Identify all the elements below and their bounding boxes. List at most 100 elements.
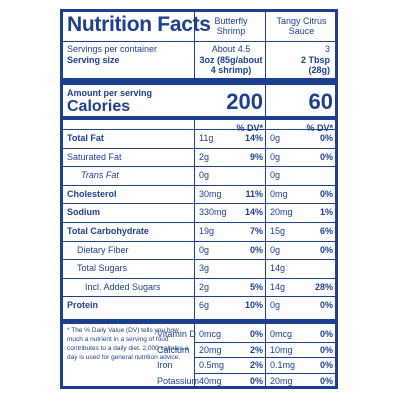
column-1-dv-header: % DV* [236, 123, 263, 133]
thick-divider [63, 78, 335, 85]
column-1-dv: 7% [249, 226, 263, 236]
calories-divider [197, 116, 335, 120]
nutrient-name: Trans Fat [81, 170, 119, 181]
row-divider [63, 277, 335, 279]
row-divider [63, 222, 335, 223]
column-2-amount: 20mg [270, 375, 293, 386]
column-1-amount: 0.5mg [199, 360, 225, 370]
column-1-servings: About 4.5 [211, 44, 251, 54]
column-2-name-line1: Tangy Citrus [276, 16, 327, 26]
column-1-amount: 11g [199, 133, 214, 143]
thick-divider-bottom [63, 319, 335, 324]
column-2-dv: 0% [319, 151, 333, 162]
column-1-dv: 14% [244, 207, 263, 218]
nutrient-name: Total Sugars [77, 263, 128, 274]
column-separator [194, 12, 195, 78]
column-separator [265, 120, 266, 319]
column-separator [265, 324, 266, 386]
column-2-amount: 20mg [270, 207, 293, 218]
column-separator [265, 12, 266, 78]
column-2-servings: 3 [324, 44, 330, 54]
column-1-amount: 0mcg [199, 329, 222, 339]
column-2-dv: 6% [319, 226, 333, 236]
column-2-dv: 0% [319, 188, 333, 199]
label-title: Nutrition Facts [67, 13, 211, 36]
column-2-amount: 14g [270, 281, 286, 292]
column-2-amount: 0mcg [270, 329, 293, 339]
column-1-amount: 2g [199, 151, 210, 162]
nutrient-name: Sodium [67, 207, 100, 218]
column-separator [265, 85, 266, 116]
column-separator [194, 324, 195, 386]
column-1-dv: 2% [249, 344, 263, 355]
thick-divider-left [63, 116, 197, 120]
column-2-calories: 60 [308, 89, 333, 114]
nutrient-name: Saturated Fat [67, 151, 122, 162]
row-divider [63, 259, 335, 261]
column-2-serving-size-line2: (28g) [308, 65, 330, 75]
column-1-dv: 10% [244, 300, 263, 311]
column-2-dv-header: % DV* [306, 123, 333, 133]
column-2-amount: 0g [270, 300, 281, 311]
row-divider [63, 147, 335, 149]
row-divider [194, 341, 335, 343]
column-1-amount: 40mg [199, 375, 222, 386]
row-divider [63, 203, 335, 205]
row-divider [63, 184, 335, 186]
column-2-dv: 0% [319, 244, 333, 255]
column-2-amount: 0mg [270, 188, 288, 199]
column-2-dv: 0% [319, 375, 333, 386]
column-2-amount: 15g [270, 226, 286, 236]
column-2-amount: 14g [270, 263, 286, 274]
column-1-amount: 330mg [199, 207, 227, 218]
column-2-amount: 10mg [270, 344, 293, 355]
vitamin-name: Iron [157, 360, 173, 370]
column-2-serving-size-line1: 2 Tbsp [300, 55, 330, 65]
column-1-name-line1: Butterfly [214, 16, 248, 26]
column-1-dv: 2% [249, 360, 263, 370]
column-2-amount: 0g [270, 151, 281, 162]
column-1-name-line2: Shrimp [216, 26, 246, 36]
serving-size-label: Serving size [67, 55, 120, 65]
nutrient-name: Protein [67, 300, 99, 311]
servings-label: Servings per container [67, 44, 158, 54]
column-1-dv: 0% [249, 329, 263, 339]
column-1-dv: 0% [249, 244, 263, 255]
column-1-amount: 2g [199, 281, 210, 292]
row-divider [194, 372, 335, 374]
column-1-serving-size-line2: 4 shrimp) [210, 65, 252, 75]
calories-label: Calories [67, 98, 131, 115]
nutrient-name: Total Fat [67, 133, 104, 143]
column-1-amount: 19g [199, 226, 215, 236]
row-divider [63, 166, 335, 168]
column-2-dv: 0% [319, 300, 333, 311]
column-1-amount: 3g [199, 263, 210, 274]
row-divider [63, 129, 335, 130]
column-2-dv: 1% [319, 207, 333, 218]
nutrient-name: Total Carbohydrate [67, 226, 149, 236]
column-1-amount: 6g [199, 300, 210, 311]
column-1-dv: 11% [245, 188, 263, 199]
column-1-dv: 14% [244, 133, 263, 143]
row-divider [63, 296, 335, 298]
row-divider [194, 357, 335, 358]
column-1-amount: 30mg [199, 188, 222, 199]
column-1-serving-size-line1: 3oz (85g/about [199, 55, 263, 65]
amount-per-serving-label: Amount per serving [67, 88, 153, 98]
vitamin-name: Vitamin D [157, 329, 196, 339]
column-2-dv: 0% [319, 329, 333, 339]
column-separator [194, 120, 195, 319]
column-1-calories: 200 [226, 89, 263, 114]
column-1-header: Butterfly Shrimp [197, 16, 265, 36]
column-2-amount: 0g [270, 133, 281, 143]
column-2-dv: 28% [314, 281, 333, 292]
column-1-dv: 0% [249, 375, 263, 386]
column-2-amount: 0g [270, 244, 281, 255]
column-1-amount: 20mg [199, 344, 222, 355]
vitamin-name: Calcium [157, 344, 190, 355]
column-2-dv: 0% [319, 133, 333, 143]
column-2-dv: 0% [319, 360, 333, 370]
column-2-amount: 0.1mg [270, 360, 296, 370]
footnote: * The % Daily Value (DV) tells you how m… [67, 327, 189, 361]
column-2-name-line2: Sauce [288, 26, 315, 36]
